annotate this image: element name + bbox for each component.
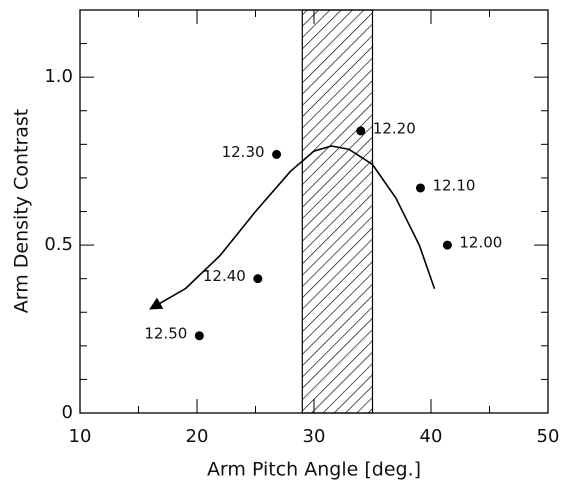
shaded-band: [301, 9, 374, 414]
y-axis-title: Arm Density Contrast: [11, 109, 33, 313]
y-tick-label: 1.0: [44, 66, 73, 87]
x-tick-label: 30: [303, 426, 326, 447]
y-tick-label: 0: [62, 402, 73, 423]
point-label: 12.50: [144, 324, 187, 342]
point: [415, 183, 425, 193]
x-tick-label: 50: [537, 426, 560, 447]
point: [442, 240, 452, 250]
x-tick-label: 40: [420, 426, 443, 447]
point: [253, 274, 263, 284]
point: [356, 126, 366, 136]
point-label: 12.00: [459, 234, 502, 252]
point: [194, 331, 204, 341]
y-tick-label: 0.5: [44, 234, 73, 255]
x-axis-title: Arm Pitch Angle [deg.]: [207, 459, 421, 481]
point-label: 12.20: [373, 119, 416, 137]
point-label: 12.40: [203, 267, 246, 285]
point-label: 12.10: [432, 176, 475, 194]
curve: [149, 145, 436, 310]
point-label: 12.30: [222, 143, 265, 161]
point: [272, 149, 282, 159]
x-tick-label: 20: [186, 426, 209, 447]
x-tick-label: 10: [69, 426, 92, 447]
